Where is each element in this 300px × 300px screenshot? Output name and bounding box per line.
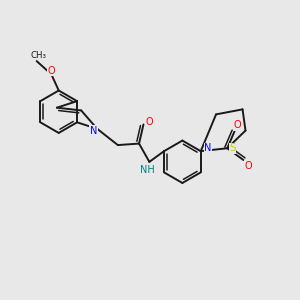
Text: O: O (244, 161, 252, 171)
Text: S: S (229, 143, 236, 153)
Text: O: O (146, 116, 153, 127)
Text: N: N (204, 143, 212, 153)
Text: NH: NH (140, 165, 154, 175)
Text: CH₃: CH₃ (30, 51, 46, 60)
Text: O: O (234, 120, 242, 130)
Text: N: N (90, 126, 98, 136)
Text: O: O (47, 66, 55, 76)
